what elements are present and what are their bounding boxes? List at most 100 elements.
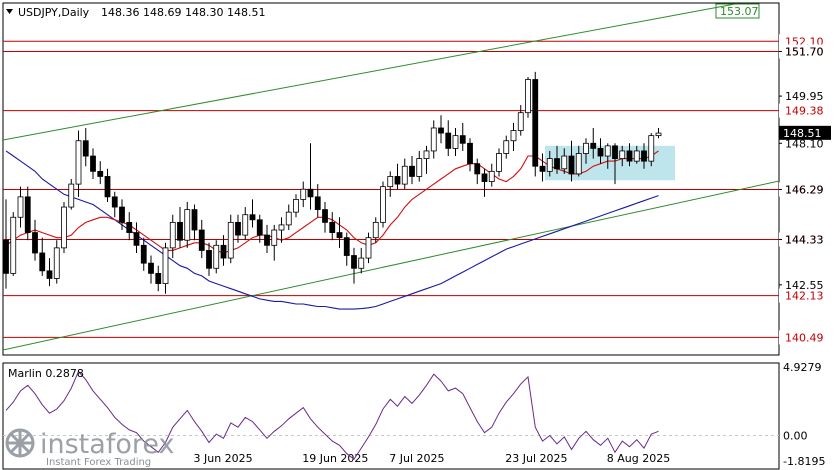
candle[interactable] [648, 133, 655, 167]
candle[interactable] [329, 212, 336, 241]
candle[interactable] [169, 214, 176, 259]
candle[interactable] [155, 265, 162, 292]
candle[interactable] [264, 224, 270, 253]
candle-body [53, 247, 60, 279]
oscillator-layer [3, 370, 779, 460]
candle[interactable] [401, 158, 408, 190]
candle[interactable] [394, 163, 401, 190]
candle[interactable] [162, 242, 169, 294]
candle[interactable] [191, 204, 198, 241]
candle[interactable] [351, 247, 357, 284]
candle[interactable] [271, 224, 278, 261]
candle[interactable] [111, 191, 118, 218]
candle[interactable] [474, 158, 481, 185]
candle[interactable] [452, 127, 459, 157]
candle[interactable] [314, 184, 321, 218]
candle[interactable] [61, 201, 67, 253]
candle[interactable] [365, 232, 372, 264]
candle[interactable] [481, 168, 488, 197]
candle[interactable] [10, 212, 17, 276]
candle[interactable] [285, 204, 292, 231]
candle[interactable] [655, 127, 662, 139]
candle[interactable] [242, 207, 249, 241]
candle[interactable] [430, 120, 437, 159]
candle[interactable] [619, 145, 626, 167]
candle[interactable] [104, 168, 111, 202]
candle[interactable] [423, 145, 430, 174]
candle[interactable] [641, 143, 647, 169]
candle[interactable] [119, 199, 125, 231]
candle[interactable] [293, 194, 299, 218]
candle[interactable] [568, 140, 575, 182]
candle[interactable] [82, 127, 89, 167]
candle[interactable] [372, 217, 379, 243]
candle[interactable] [213, 240, 220, 274]
channel-upper-line[interactable] [3, 3, 736, 141]
candle[interactable] [467, 138, 473, 172]
candle[interactable] [133, 222, 140, 253]
candle[interactable] [177, 207, 183, 248]
candle[interactable] [256, 214, 263, 243]
candle[interactable] [97, 161, 104, 185]
candle[interactable] [307, 143, 314, 210]
candle[interactable] [597, 138, 604, 164]
candle[interactable] [445, 120, 452, 157]
candle[interactable] [358, 247, 365, 274]
candle[interactable] [604, 143, 611, 169]
candle[interactable] [575, 145, 582, 177]
candle[interactable] [438, 115, 444, 144]
candle[interactable] [416, 150, 423, 182]
candle[interactable] [39, 237, 46, 276]
candle[interactable] [278, 217, 285, 243]
channel-lower-line[interactable] [3, 180, 779, 351]
candle[interactable] [32, 219, 38, 261]
candle[interactable] [249, 199, 256, 228]
candle[interactable] [235, 214, 241, 243]
candle[interactable] [554, 145, 560, 174]
time-tick-label-0: 3 Jun 2025 [194, 452, 253, 465]
candle[interactable] [387, 171, 394, 197]
candle-body [46, 270, 53, 279]
candle[interactable] [46, 258, 53, 287]
candle[interactable] [496, 148, 502, 177]
candle[interactable] [227, 214, 234, 264]
candle[interactable] [409, 156, 415, 185]
candle[interactable] [148, 255, 154, 284]
candle[interactable] [140, 237, 147, 271]
candle[interactable] [626, 143, 633, 167]
candle[interactable] [532, 71, 539, 177]
candle[interactable] [53, 240, 60, 284]
candle[interactable] [503, 135, 510, 159]
candle[interactable] [343, 232, 350, 266]
candle[interactable] [220, 235, 227, 266]
candle[interactable] [336, 217, 343, 248]
candle[interactable] [184, 201, 191, 248]
candle[interactable] [68, 179, 75, 210]
candle[interactable] [561, 148, 568, 174]
oscillator-line[interactable] [5, 370, 659, 460]
candle[interactable] [24, 186, 31, 241]
candle[interactable] [546, 150, 553, 177]
candle[interactable] [17, 186, 24, 228]
chart-menu-icon[interactable] [6, 9, 13, 14]
candle[interactable] [206, 242, 212, 276]
candle[interactable] [510, 122, 517, 151]
candle[interactable] [539, 153, 546, 182]
candle[interactable] [3, 199, 9, 289]
candle[interactable] [590, 127, 597, 159]
candle[interactable] [126, 212, 133, 241]
candle[interactable] [633, 145, 640, 164]
candle[interactable] [525, 76, 531, 118]
candle[interactable] [75, 130, 82, 197]
candle[interactable] [322, 201, 328, 233]
candle[interactable] [517, 105, 524, 136]
candle[interactable] [198, 219, 205, 259]
candle[interactable] [300, 181, 307, 208]
candle[interactable] [488, 163, 495, 187]
candle[interactable] [612, 143, 618, 185]
candle[interactable] [583, 138, 589, 164]
candle[interactable] [90, 148, 96, 179]
candle[interactable] [459, 122, 466, 151]
candle[interactable] [380, 181, 386, 228]
